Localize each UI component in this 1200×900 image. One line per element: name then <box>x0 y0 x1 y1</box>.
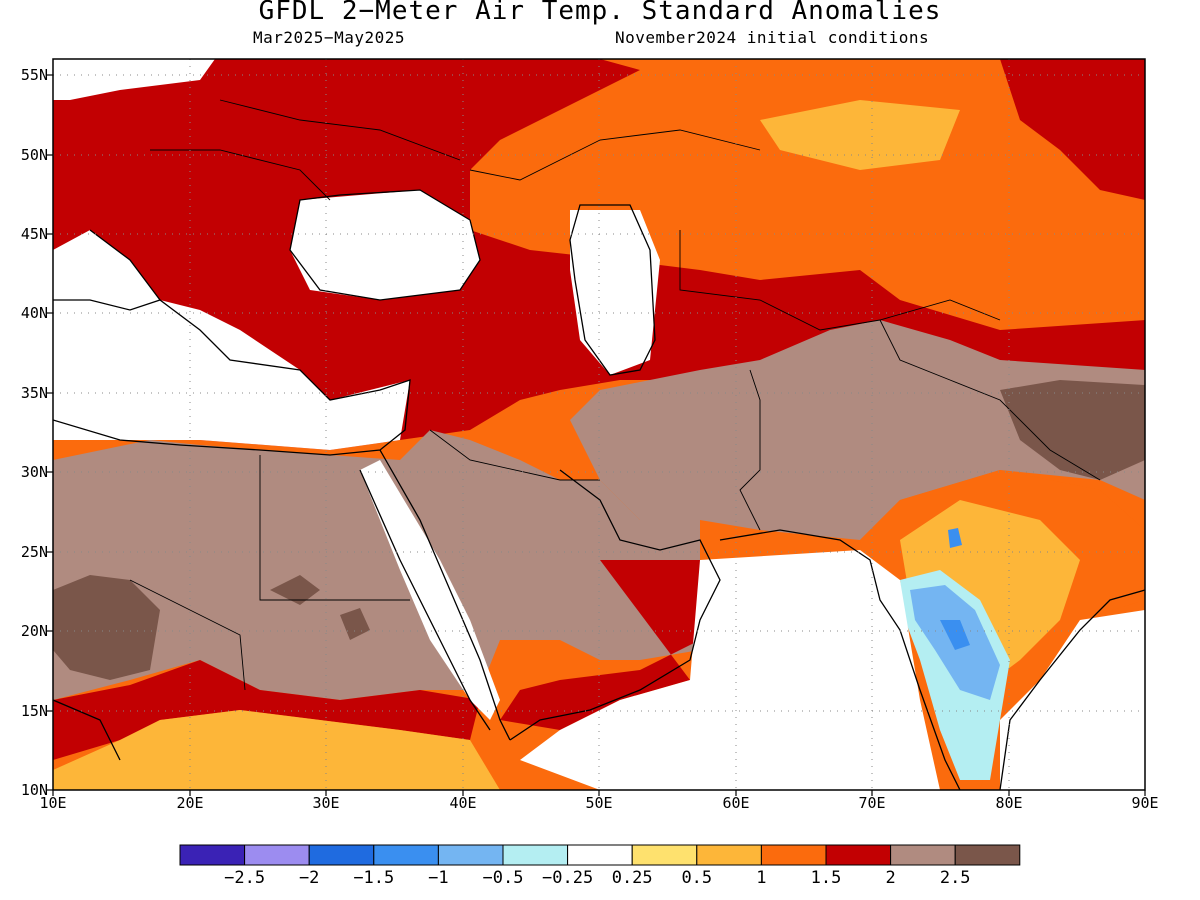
gridlines <box>53 59 1145 790</box>
colorbar-swatch <box>954 844 1021 866</box>
colorbar-swatch <box>437 844 504 866</box>
colorbar-label: 1 <box>756 868 767 888</box>
colorbar-swatch <box>179 844 246 866</box>
lon-label: 70E <box>858 794 886 812</box>
colorbar-label: −2.5 <box>224 868 266 888</box>
country-borders <box>129 99 1101 691</box>
lon-label: 20E <box>176 794 204 812</box>
colorbar-label: 0.5 <box>681 868 713 888</box>
lat-label: 50N <box>20 146 48 164</box>
colorbar-swatch <box>502 844 569 866</box>
colorbar-label: 2.5 <box>939 868 971 888</box>
colorbar-label: −1.5 <box>353 868 395 888</box>
axis-ticks <box>47 74 1146 796</box>
colorbar-label: −2 <box>298 868 320 888</box>
lat-label: 35N <box>20 384 48 402</box>
colorbar-swatch <box>760 844 827 866</box>
colorbar-swatch <box>825 844 892 866</box>
lat-label: 20N <box>20 622 48 640</box>
colorbar-label: −0.25 <box>542 868 594 888</box>
colorbar-swatch <box>631 844 698 866</box>
lat-label: 55N <box>20 66 48 84</box>
colorbar-swatch <box>567 844 633 866</box>
lon-label: 40E <box>449 794 477 812</box>
colorbar-swatch <box>308 844 375 866</box>
colorbar <box>179 844 1021 866</box>
lat-label: 45N <box>20 225 48 243</box>
colorbar-label: −1 <box>428 868 449 888</box>
lat-label: 15N <box>20 702 48 720</box>
colorbar-swatch <box>244 844 310 866</box>
lat-label: 10N <box>20 781 48 799</box>
colorbar-label: 2 <box>885 868 896 888</box>
lon-label: 30E <box>312 794 340 812</box>
colorbar-swatch <box>696 844 762 866</box>
lat-label: 25N <box>20 543 48 561</box>
initial-conditions: November2024 initial conditions <box>615 28 930 47</box>
colorbar-swatch <box>373 844 439 866</box>
colorbar-label: 0.25 <box>611 868 653 888</box>
colorbar-label: −0.5 <box>482 868 524 888</box>
lon-label: 60E <box>722 794 750 812</box>
chart-title: GFDL 2−Meter Air Temp. Standard Anomalie… <box>258 0 942 26</box>
lat-label: 40N <box>20 304 48 322</box>
lon-label: 50E <box>585 794 613 812</box>
anomaly-field <box>53 59 1145 790</box>
forecast-period: Mar2025−May2025 <box>253 28 405 47</box>
lon-label: 90E <box>1131 794 1159 812</box>
coastlines <box>53 189 1145 790</box>
colorbar-swatch <box>890 844 956 866</box>
colorbar-label: 1.5 <box>810 868 842 888</box>
lon-label: 10E <box>39 794 67 812</box>
lon-label: 80E <box>995 794 1023 812</box>
lat-label: 30N <box>20 463 48 481</box>
